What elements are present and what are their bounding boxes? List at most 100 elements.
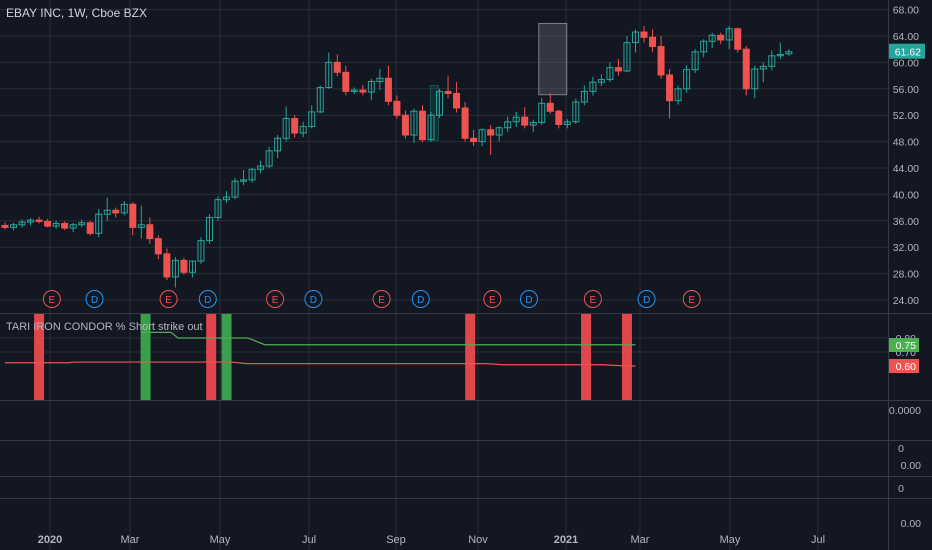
candle-body <box>725 28 733 41</box>
candle <box>257 160 265 174</box>
empty-pane-tick-label: 0 <box>898 483 904 495</box>
earnings-marker[interactable]: E <box>266 290 285 308</box>
candle <box>751 65 759 99</box>
dividend-marker[interactable]: D <box>637 290 656 308</box>
candle-body <box>580 90 588 103</box>
dividend-marker[interactable]: D <box>85 290 104 308</box>
candle-body <box>521 116 529 126</box>
candle-body <box>69 224 77 229</box>
candle <box>623 36 631 73</box>
earnings-marker[interactable]: E <box>682 290 701 308</box>
dividend-marker[interactable]: D <box>411 290 430 308</box>
earnings-marker[interactable]: E <box>42 290 61 308</box>
candle <box>359 84 367 96</box>
candle <box>205 214 213 244</box>
candle <box>86 220 94 236</box>
candle <box>436 88 444 118</box>
price-tick-label: 48.00 <box>893 137 919 149</box>
candle <box>112 207 120 218</box>
dividend-marker[interactable]: D <box>304 290 323 308</box>
candle-body <box>759 65 767 70</box>
candle <box>214 196 222 221</box>
candle <box>171 257 179 288</box>
candle <box>308 105 316 129</box>
indicator-lines <box>5 331 636 367</box>
candle-body <box>257 165 265 170</box>
candle <box>691 49 699 73</box>
forecast-band <box>429 22 568 141</box>
candle <box>717 32 725 44</box>
earnings-marker[interactable]: E <box>483 290 502 308</box>
earnings-marker[interactable]: E <box>583 290 602 308</box>
candle <box>146 217 154 244</box>
candle-body <box>27 219 35 223</box>
candle-body <box>734 28 742 50</box>
time-tick-label: 2021 <box>554 534 578 546</box>
candle-body <box>223 196 231 201</box>
candle <box>606 62 614 83</box>
candle <box>240 169 248 186</box>
candle <box>529 119 537 132</box>
price-tick-label: 60.00 <box>893 57 919 69</box>
candle-body <box>683 69 691 90</box>
candle-body <box>768 55 776 67</box>
candle-body <box>546 102 554 112</box>
candle <box>478 128 486 147</box>
candle <box>461 102 469 142</box>
candle <box>103 197 111 221</box>
candle <box>589 76 597 96</box>
indicator-title[interactable]: TARI IRON CONDOR % Short strike out <box>6 321 203 333</box>
candle-body <box>691 51 699 71</box>
earnings-marker[interactable]: E <box>372 290 391 308</box>
marker-label: E <box>688 295 695 306</box>
dividend-marker[interactable]: D <box>198 290 217 308</box>
price-candles <box>1 26 793 288</box>
candle-body <box>316 86 324 113</box>
price-tick-label: 24.00 <box>893 295 919 307</box>
marker-circle <box>266 290 285 308</box>
candle <box>384 65 392 106</box>
marker-circle <box>159 290 178 308</box>
candle-body <box>708 34 716 42</box>
time-axis[interactable]: 2020 Mar May Jul Sep Nov 2021 Mar May Jul <box>38 534 825 546</box>
candle-body <box>453 92 461 109</box>
price-tick-label: 64.00 <box>893 31 919 43</box>
candle-body <box>666 74 674 102</box>
candle-body <box>163 253 171 278</box>
candle-body <box>436 90 444 116</box>
empty-pane-tick-label: 0.00 <box>901 460 922 472</box>
candle-body <box>504 121 512 129</box>
candle <box>640 26 648 43</box>
signal-bar <box>621 314 632 400</box>
candle-body <box>785 51 793 55</box>
candle <box>444 75 452 99</box>
candle-body <box>240 179 248 182</box>
candle-body <box>129 203 137 228</box>
symbol-title[interactable]: EBAY INC, 1W, Cboe BZX <box>6 6 147 20</box>
candle <box>597 74 605 87</box>
candle-body <box>112 209 120 214</box>
candle <box>27 218 35 226</box>
candle <box>631 29 639 53</box>
candle <box>649 29 657 52</box>
dividend-marker[interactable]: D <box>519 290 538 308</box>
candle-body <box>367 81 375 93</box>
price-axis[interactable]: 68.00 64.00 60.00 56.00 52.00 48.00 44.00 40.00… <box>889 5 925 530</box>
marker-circle <box>304 290 323 308</box>
signal-bar <box>34 314 45 400</box>
indicator-bars <box>34 314 632 400</box>
candle-body <box>52 222 60 227</box>
forecast-band-rect <box>538 22 568 96</box>
candle-body <box>461 107 469 139</box>
candle <box>401 110 409 139</box>
time-tick-label: May <box>210 534 231 546</box>
candle-body <box>205 217 213 242</box>
price-tick-label: 32.00 <box>893 242 919 254</box>
candle <box>154 235 162 260</box>
earnings-marker[interactable]: E <box>159 290 178 308</box>
price-tick-label: 44.00 <box>893 163 919 175</box>
candle <box>265 146 273 168</box>
